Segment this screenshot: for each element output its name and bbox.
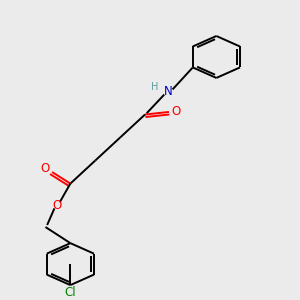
Text: O: O (40, 163, 50, 176)
Text: O: O (52, 199, 62, 212)
Text: H: H (151, 82, 158, 92)
Text: O: O (172, 105, 181, 119)
Text: N: N (164, 85, 172, 98)
Text: Cl: Cl (64, 286, 76, 299)
